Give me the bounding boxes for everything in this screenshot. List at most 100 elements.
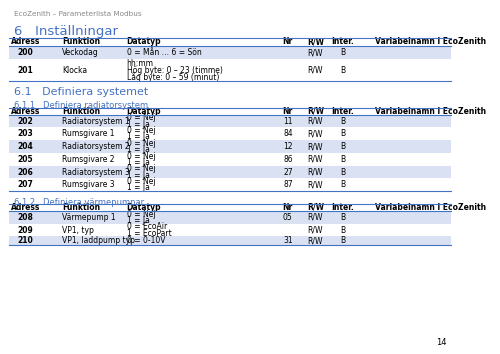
Text: 0 = Nej: 0 = Nej	[126, 210, 156, 219]
Text: 209: 209	[18, 225, 33, 235]
Text: 1 = Ja: 1 = Ja	[126, 216, 150, 225]
Text: VP1, typ: VP1, typ	[62, 225, 94, 235]
Text: EcoZenith – Parameterlista Modbus: EcoZenith – Parameterlista Modbus	[14, 11, 141, 17]
Text: Radiatorsystem 1: Radiatorsystem 1	[62, 116, 130, 126]
Text: 0 = Nej: 0 = Nej	[126, 164, 156, 173]
Bar	[9, 140, 452, 153]
Text: 201: 201	[18, 65, 33, 75]
Bar	[9, 166, 452, 178]
Text: 0 = Nej: 0 = Nej	[126, 177, 156, 186]
Text: Datatyp: Datatyp	[126, 107, 162, 116]
Text: Nr: Nr	[282, 107, 293, 116]
Text: 31: 31	[283, 236, 292, 245]
Text: R/W: R/W	[308, 65, 323, 75]
Text: 0 = EcoAir: 0 = EcoAir	[126, 222, 167, 232]
Text: B: B	[340, 155, 345, 164]
Text: Datatyp: Datatyp	[126, 37, 162, 46]
Text: 0 = Mån … 6 = Sön: 0 = Mån … 6 = Sön	[126, 48, 202, 57]
Text: B: B	[340, 180, 345, 189]
Text: R/W: R/W	[308, 167, 323, 177]
Text: Rumsgivare 2: Rumsgivare 2	[62, 155, 114, 164]
Text: Funktion: Funktion	[62, 37, 100, 46]
Text: 205: 205	[18, 155, 33, 164]
Text: 204: 204	[18, 142, 33, 151]
Text: R/W: R/W	[308, 116, 323, 126]
Text: 0 = Nej: 0 = Nej	[126, 152, 156, 161]
Text: 1 = Ja: 1 = Ja	[126, 183, 150, 193]
Text: R/W: R/W	[308, 180, 323, 189]
Text: B: B	[340, 65, 345, 75]
Text: Variabelnamn i EcoZenith: Variabelnamn i EcoZenith	[376, 203, 486, 212]
Text: Radiatorsystem 2: Radiatorsystem 2	[62, 142, 130, 151]
Text: R/W: R/W	[308, 225, 323, 235]
Text: B: B	[340, 167, 345, 177]
Bar	[9, 211, 452, 224]
Text: Nr: Nr	[282, 203, 293, 212]
Text: B: B	[340, 129, 345, 138]
Text: 1 = Ja: 1 = Ja	[126, 171, 150, 180]
Text: 1 = Ja: 1 = Ja	[126, 145, 150, 154]
Text: 0 = Nej: 0 = Nej	[126, 126, 156, 135]
Text: 208: 208	[18, 213, 34, 222]
Text: 11: 11	[283, 116, 292, 126]
Text: Adress: Adress	[10, 37, 40, 46]
Text: Datatyp: Datatyp	[126, 203, 162, 212]
Text: R/W: R/W	[308, 48, 323, 57]
Text: R/W: R/W	[308, 155, 323, 164]
Text: VP1, laddpump typ: VP1, laddpump typ	[62, 236, 135, 245]
Text: Klocka: Klocka	[62, 65, 88, 75]
Text: 6   Inställningar: 6 Inställningar	[14, 25, 118, 38]
Bar	[9, 115, 452, 127]
Text: B: B	[340, 142, 345, 151]
Bar	[9, 236, 452, 245]
Text: 206: 206	[18, 167, 33, 177]
Text: Värmepump 1: Värmepump 1	[62, 213, 116, 222]
Text: 12: 12	[283, 142, 292, 151]
Text: 1 = Ja: 1 = Ja	[126, 158, 150, 167]
Text: R/W: R/W	[307, 37, 324, 46]
Text: 207: 207	[18, 180, 34, 189]
Text: Rumsgivare 3: Rumsgivare 3	[62, 180, 115, 189]
Text: R/W: R/W	[307, 107, 324, 116]
Text: 6.1.1   Definiera radiatorsystem: 6.1.1 Definiera radiatorsystem	[14, 101, 148, 110]
Text: Rumsgivare 1: Rumsgivare 1	[62, 129, 114, 138]
Text: Variabelnamn i EcoZenith: Variabelnamn i EcoZenith	[376, 107, 486, 116]
Text: 6.1   Definiera systemet: 6.1 Definiera systemet	[14, 87, 148, 97]
Text: B: B	[340, 225, 345, 235]
Text: Nr: Nr	[282, 37, 293, 46]
Text: R/W: R/W	[308, 236, 323, 245]
Text: 1 = EcoPart: 1 = EcoPart	[126, 229, 172, 238]
Text: 210: 210	[18, 236, 33, 245]
Text: Hög byte: 0 – 23 (timme): Hög byte: 0 – 23 (timme)	[126, 65, 222, 75]
Text: B: B	[340, 213, 345, 222]
Text: R/W: R/W	[308, 142, 323, 151]
Text: R/W: R/W	[308, 213, 323, 222]
Text: 200: 200	[18, 48, 33, 57]
Text: Veckodag: Veckodag	[62, 48, 99, 57]
Text: 1 = Ja: 1 = Ja	[126, 132, 150, 142]
Text: 27: 27	[283, 167, 292, 177]
Text: Inter.: Inter.	[332, 37, 354, 46]
Text: Adress: Adress	[10, 203, 40, 212]
Text: 05: 05	[283, 213, 292, 222]
Text: 86: 86	[283, 155, 292, 164]
Text: 14: 14	[436, 338, 446, 347]
Text: 203: 203	[18, 129, 33, 138]
Text: Inter.: Inter.	[332, 203, 354, 212]
Text: Låg byte: 0 – 59 (minut): Låg byte: 0 – 59 (minut)	[126, 72, 219, 82]
Text: Adress: Adress	[10, 107, 40, 116]
Text: 0 = Nej: 0 = Nej	[126, 139, 156, 148]
Text: 84: 84	[283, 129, 292, 138]
Text: R/W: R/W	[307, 203, 324, 212]
Text: R/W: R/W	[308, 129, 323, 138]
Text: Radiatorsystem 3: Radiatorsystem 3	[62, 167, 130, 177]
Text: hh:mm: hh:mm	[126, 58, 154, 68]
Text: 6.1.2   Definiera värmepumpar: 6.1.2 Definiera värmepumpar	[14, 198, 144, 206]
Text: B: B	[340, 116, 345, 126]
Text: B: B	[340, 236, 345, 245]
Text: Inter.: Inter.	[332, 107, 354, 116]
Bar	[9, 46, 452, 59]
Text: 0 = Nej: 0 = Nej	[126, 113, 156, 122]
Text: Funktion: Funktion	[62, 107, 100, 116]
Text: 87: 87	[283, 180, 292, 189]
